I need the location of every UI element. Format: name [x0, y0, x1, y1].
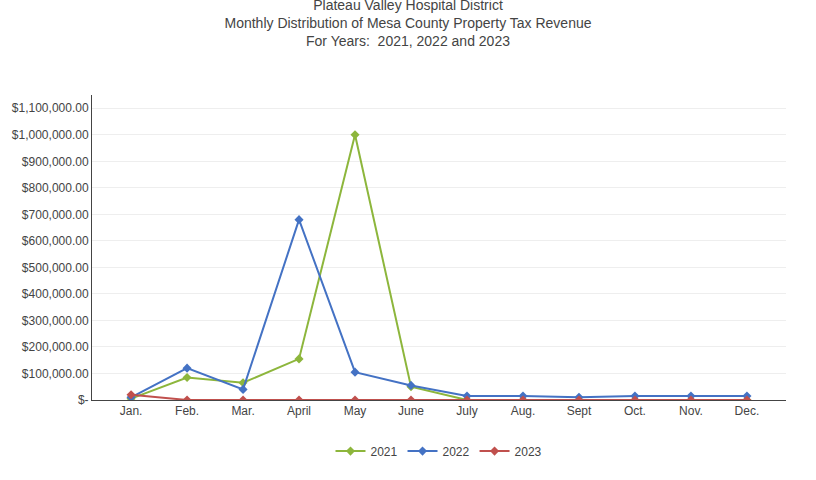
svg-text:$1,000,000.00: $1,000,000.00 [12, 128, 89, 142]
svg-text:$100,000.00: $100,000.00 [22, 367, 89, 381]
svg-text:$200,000.00: $200,000.00 [22, 340, 89, 354]
svg-text:$900,000.00: $900,000.00 [22, 155, 89, 169]
svg-text:Jan.: Jan. [120, 404, 143, 418]
svg-text:$1,100,000.00: $1,100,000.00 [12, 101, 89, 115]
svg-text:$-: $- [78, 393, 89, 407]
svg-text:May: May [344, 404, 367, 418]
svg-text:Sept: Sept [567, 404, 592, 418]
svg-text:Oct.: Oct. [624, 404, 646, 418]
svg-text:2022: 2022 [443, 445, 470, 459]
svg-text:$400,000.00: $400,000.00 [22, 287, 89, 301]
svg-text:$500,000.00: $500,000.00 [22, 261, 89, 275]
svg-text:Feb.: Feb. [175, 404, 199, 418]
svg-text:Plateau Valley Hospital Distri: Plateau Valley Hospital DistrictMonthly … [224, 0, 591, 49]
svg-text:April: April [287, 404, 311, 418]
svg-text:July: July [456, 404, 477, 418]
svg-text:$600,000.00: $600,000.00 [22, 234, 89, 248]
svg-text:$800,000.00: $800,000.00 [22, 181, 89, 195]
svg-text:$300,000.00: $300,000.00 [22, 314, 89, 328]
svg-text:2023: 2023 [515, 445, 542, 459]
svg-text:$700,000.00: $700,000.00 [22, 208, 89, 222]
svg-text:2021: 2021 [371, 445, 398, 459]
svg-text:Mar.: Mar. [231, 404, 254, 418]
svg-text:Nov.: Nov. [679, 404, 703, 418]
svg-text:June: June [398, 404, 424, 418]
svg-text:Dec.: Dec. [735, 404, 760, 418]
svg-text:Aug.: Aug. [511, 404, 536, 418]
